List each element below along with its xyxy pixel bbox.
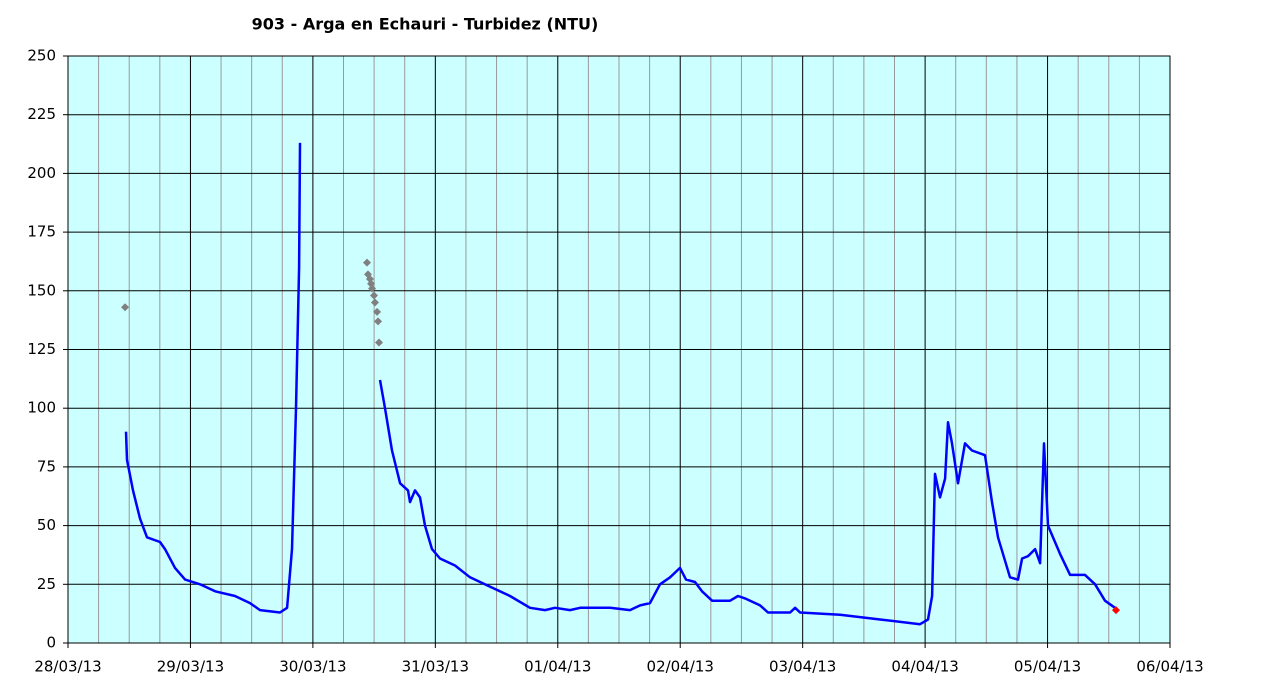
data-point	[121, 303, 130, 312]
x-tick-label: 28/03/13	[34, 658, 101, 676]
data-line	[124, 142, 1116, 626]
data-point	[375, 338, 384, 347]
y-tick-label: 0	[46, 634, 56, 652]
data-point	[373, 307, 382, 316]
y-tick-label: 75	[37, 457, 56, 475]
chart-title: 903 - Arga en Echauri - Turbidez (NTU)	[252, 15, 599, 34]
data-point	[1112, 606, 1121, 615]
x-tick-label: 01/04/13	[524, 658, 591, 676]
y-tick-label: 50	[37, 516, 56, 534]
data-point	[363, 258, 372, 267]
data-point	[370, 298, 379, 307]
data-point	[374, 317, 383, 326]
x-tick-label: 04/04/13	[891, 658, 958, 676]
y-tick-label: 250	[27, 47, 56, 65]
x-tick-label: 05/04/13	[1014, 658, 1081, 676]
x-tick-label: 31/03/13	[402, 658, 469, 676]
x-tick-label: 30/03/13	[279, 658, 346, 676]
y-tick-label: 25	[37, 575, 56, 593]
y-tick-label: 175	[27, 223, 56, 241]
y-tick-label: 100	[27, 399, 56, 417]
y-tick-label: 150	[27, 281, 56, 299]
x-tick-label: 03/04/13	[769, 658, 836, 676]
y-tick-label: 125	[27, 340, 56, 358]
y-tick-label: 200	[27, 164, 56, 182]
y-tick-label: 225	[27, 105, 56, 123]
data-point	[368, 284, 377, 293]
x-tick-label: 29/03/13	[157, 658, 224, 676]
x-tick-label: 06/04/13	[1136, 658, 1203, 676]
plot-border	[67, 55, 1171, 644]
x-tick-label: 02/04/13	[647, 658, 714, 676]
data-point	[369, 291, 378, 300]
